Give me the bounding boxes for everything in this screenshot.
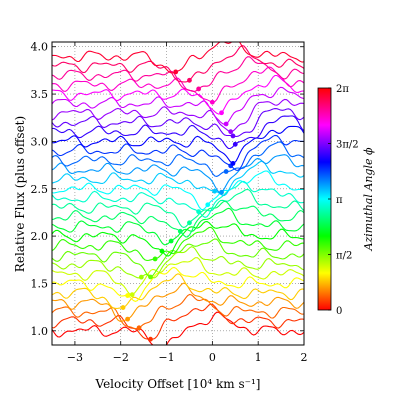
minimum-marker — [232, 141, 238, 147]
minimum-marker — [196, 209, 202, 215]
spectrum-line — [52, 273, 304, 309]
minimum-marker — [212, 188, 218, 194]
y-tick-label: 3.0 — [31, 135, 49, 148]
spectrum-line — [52, 238, 304, 278]
spectrum-line — [52, 154, 304, 194]
spectrum-line — [52, 115, 304, 150]
colorbar-ticks: 0 π/2 π 3π/2 2π — [328, 84, 359, 317]
y-tick-label: 3.5 — [31, 88, 49, 101]
minimum-marker — [120, 305, 126, 310]
colorbar-tick-label: π — [336, 195, 343, 206]
x-axis-label: Velocity Offset [10⁴ km s⁻¹] — [95, 377, 261, 391]
minimum-marker — [152, 256, 158, 262]
y-axis-ticks: 1.0 1.5 2.0 2.5 3.0 3.5 4.0 — [31, 41, 304, 338]
colorbar-tick-label: 0 — [336, 306, 342, 317]
minimum-marker — [148, 336, 153, 342]
y-tick-label: 2.5 — [31, 183, 49, 196]
minimum-marker — [187, 77, 192, 83]
spectrum-line — [52, 108, 304, 138]
spectrum-line — [52, 86, 304, 125]
spectrum-line — [52, 66, 304, 103]
spectrum-line — [52, 180, 304, 218]
x-axis-ticks: −3 −2 −1 0 1 2 — [67, 42, 308, 364]
spectrum-line — [52, 293, 304, 330]
minimum-marker — [223, 121, 229, 127]
spectrum-line — [52, 42, 304, 74]
y-tick-label: 1.5 — [31, 277, 49, 290]
minimum-marker — [196, 86, 202, 92]
minimum-marker — [138, 274, 144, 280]
spectrum-line — [52, 98, 304, 133]
spectrum-line — [52, 188, 304, 229]
minimum-marker — [125, 316, 130, 322]
minimum-marker — [159, 248, 165, 254]
minimum-marker — [187, 220, 192, 226]
x-tick-label: 0 — [209, 351, 216, 364]
absorption-markers — [120, 69, 238, 342]
minimum-marker — [228, 129, 234, 135]
x-tick-label: −1 — [158, 351, 174, 364]
colorbar-label: Azimuthal Angle ϕ — [362, 147, 375, 251]
minimum-marker — [148, 274, 153, 280]
minimum-marker — [230, 160, 236, 166]
y-tick-label: 4.0 — [31, 41, 49, 54]
minimum-marker — [125, 293, 130, 298]
spectrum-line — [52, 221, 304, 257]
x-tick-label: 2 — [301, 351, 308, 364]
minimum-marker — [177, 228, 183, 234]
colorbar-tick-label: 3π/2 — [336, 140, 359, 151]
colorbar-tick-label: 2π — [336, 84, 349, 95]
spectrum-line — [52, 141, 304, 177]
colorbar-tick-label: π/2 — [336, 251, 352, 262]
x-tick-label: 1 — [255, 351, 262, 364]
minimum-marker — [223, 169, 229, 174]
minimum-marker — [136, 325, 142, 331]
minimum-marker — [219, 110, 224, 116]
spectrum-line — [52, 170, 304, 211]
spectrum-line — [52, 125, 304, 164]
minimum-marker — [230, 133, 236, 139]
x-tick-label: −2 — [113, 351, 129, 364]
y-tick-label: 1.0 — [31, 325, 49, 338]
minimum-marker — [205, 202, 211, 208]
spectrum-line — [52, 200, 304, 238]
spectrum-line — [52, 134, 304, 171]
y-axis-label: Relative Flux (plus offset) — [13, 116, 27, 272]
spectra-lines — [52, 42, 304, 345]
spectrum-line — [52, 74, 304, 115]
spectrum-line — [52, 226, 304, 262]
y-tick-label: 2.0 — [31, 230, 49, 243]
spectrum-line — [52, 207, 304, 246]
x-tick-label: −3 — [67, 351, 83, 364]
minimum-marker — [219, 189, 224, 195]
spectrum-line — [52, 282, 304, 322]
spectrum-line — [52, 160, 304, 196]
spectrum-line — [52, 266, 304, 302]
minimum-marker — [168, 238, 174, 244]
minimum-marker — [129, 292, 135, 298]
spectrum-line — [52, 45, 304, 83]
minimum-marker — [173, 69, 179, 75]
minimum-marker — [209, 99, 215, 105]
plot-frame — [51, 41, 305, 346]
spectrum-line — [52, 303, 304, 340]
spectrum-line — [52, 311, 304, 345]
spectrum-line — [52, 257, 304, 296]
